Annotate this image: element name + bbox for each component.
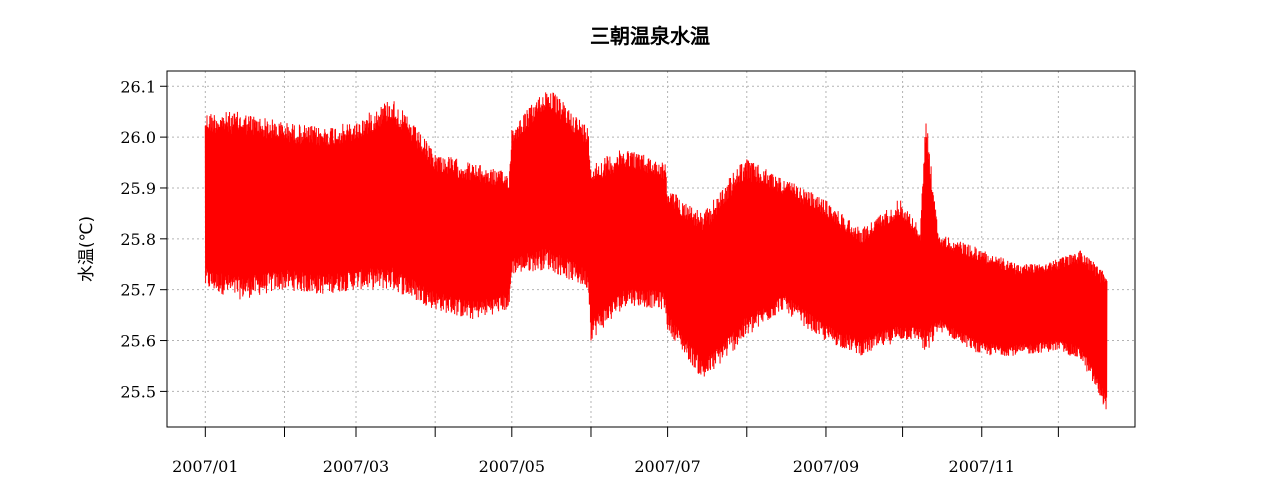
series-line	[204, 92, 1108, 410]
y-tick-label: 25.5	[120, 382, 156, 401]
x-tick-label: 2007/03	[323, 457, 389, 476]
x-tick-label: 2007/05	[479, 457, 545, 476]
series-temperature	[204, 92, 1108, 410]
x-tick-label: 2007/11	[949, 457, 1015, 476]
x-tick-label: 2007/01	[172, 457, 238, 476]
y-tick-label: 25.7	[120, 281, 156, 300]
y-tick-label: 25.9	[120, 179, 156, 198]
x-tick-label: 2007/09	[793, 457, 859, 476]
y-tick-label: 25.8	[120, 230, 156, 249]
chart-title: 三朝温泉水温	[590, 24, 710, 48]
x-axis: 2007/01 2007/03 2007/05 2007/07 2007/09 2007/…	[172, 427, 1059, 476]
y-axis: 25.5 25.6 25.7 25.8 25.9 26.0 26.1	[120, 77, 167, 401]
y-tick-label: 26.0	[120, 128, 156, 147]
plot-frame	[166, 70, 1136, 428]
x-tick-label: 2007/07	[634, 457, 700, 476]
y-tick-label: 25.6	[120, 332, 156, 351]
y-axis-label: 水温(℃)	[77, 216, 97, 282]
y-tick-label: 26.1	[120, 77, 156, 96]
